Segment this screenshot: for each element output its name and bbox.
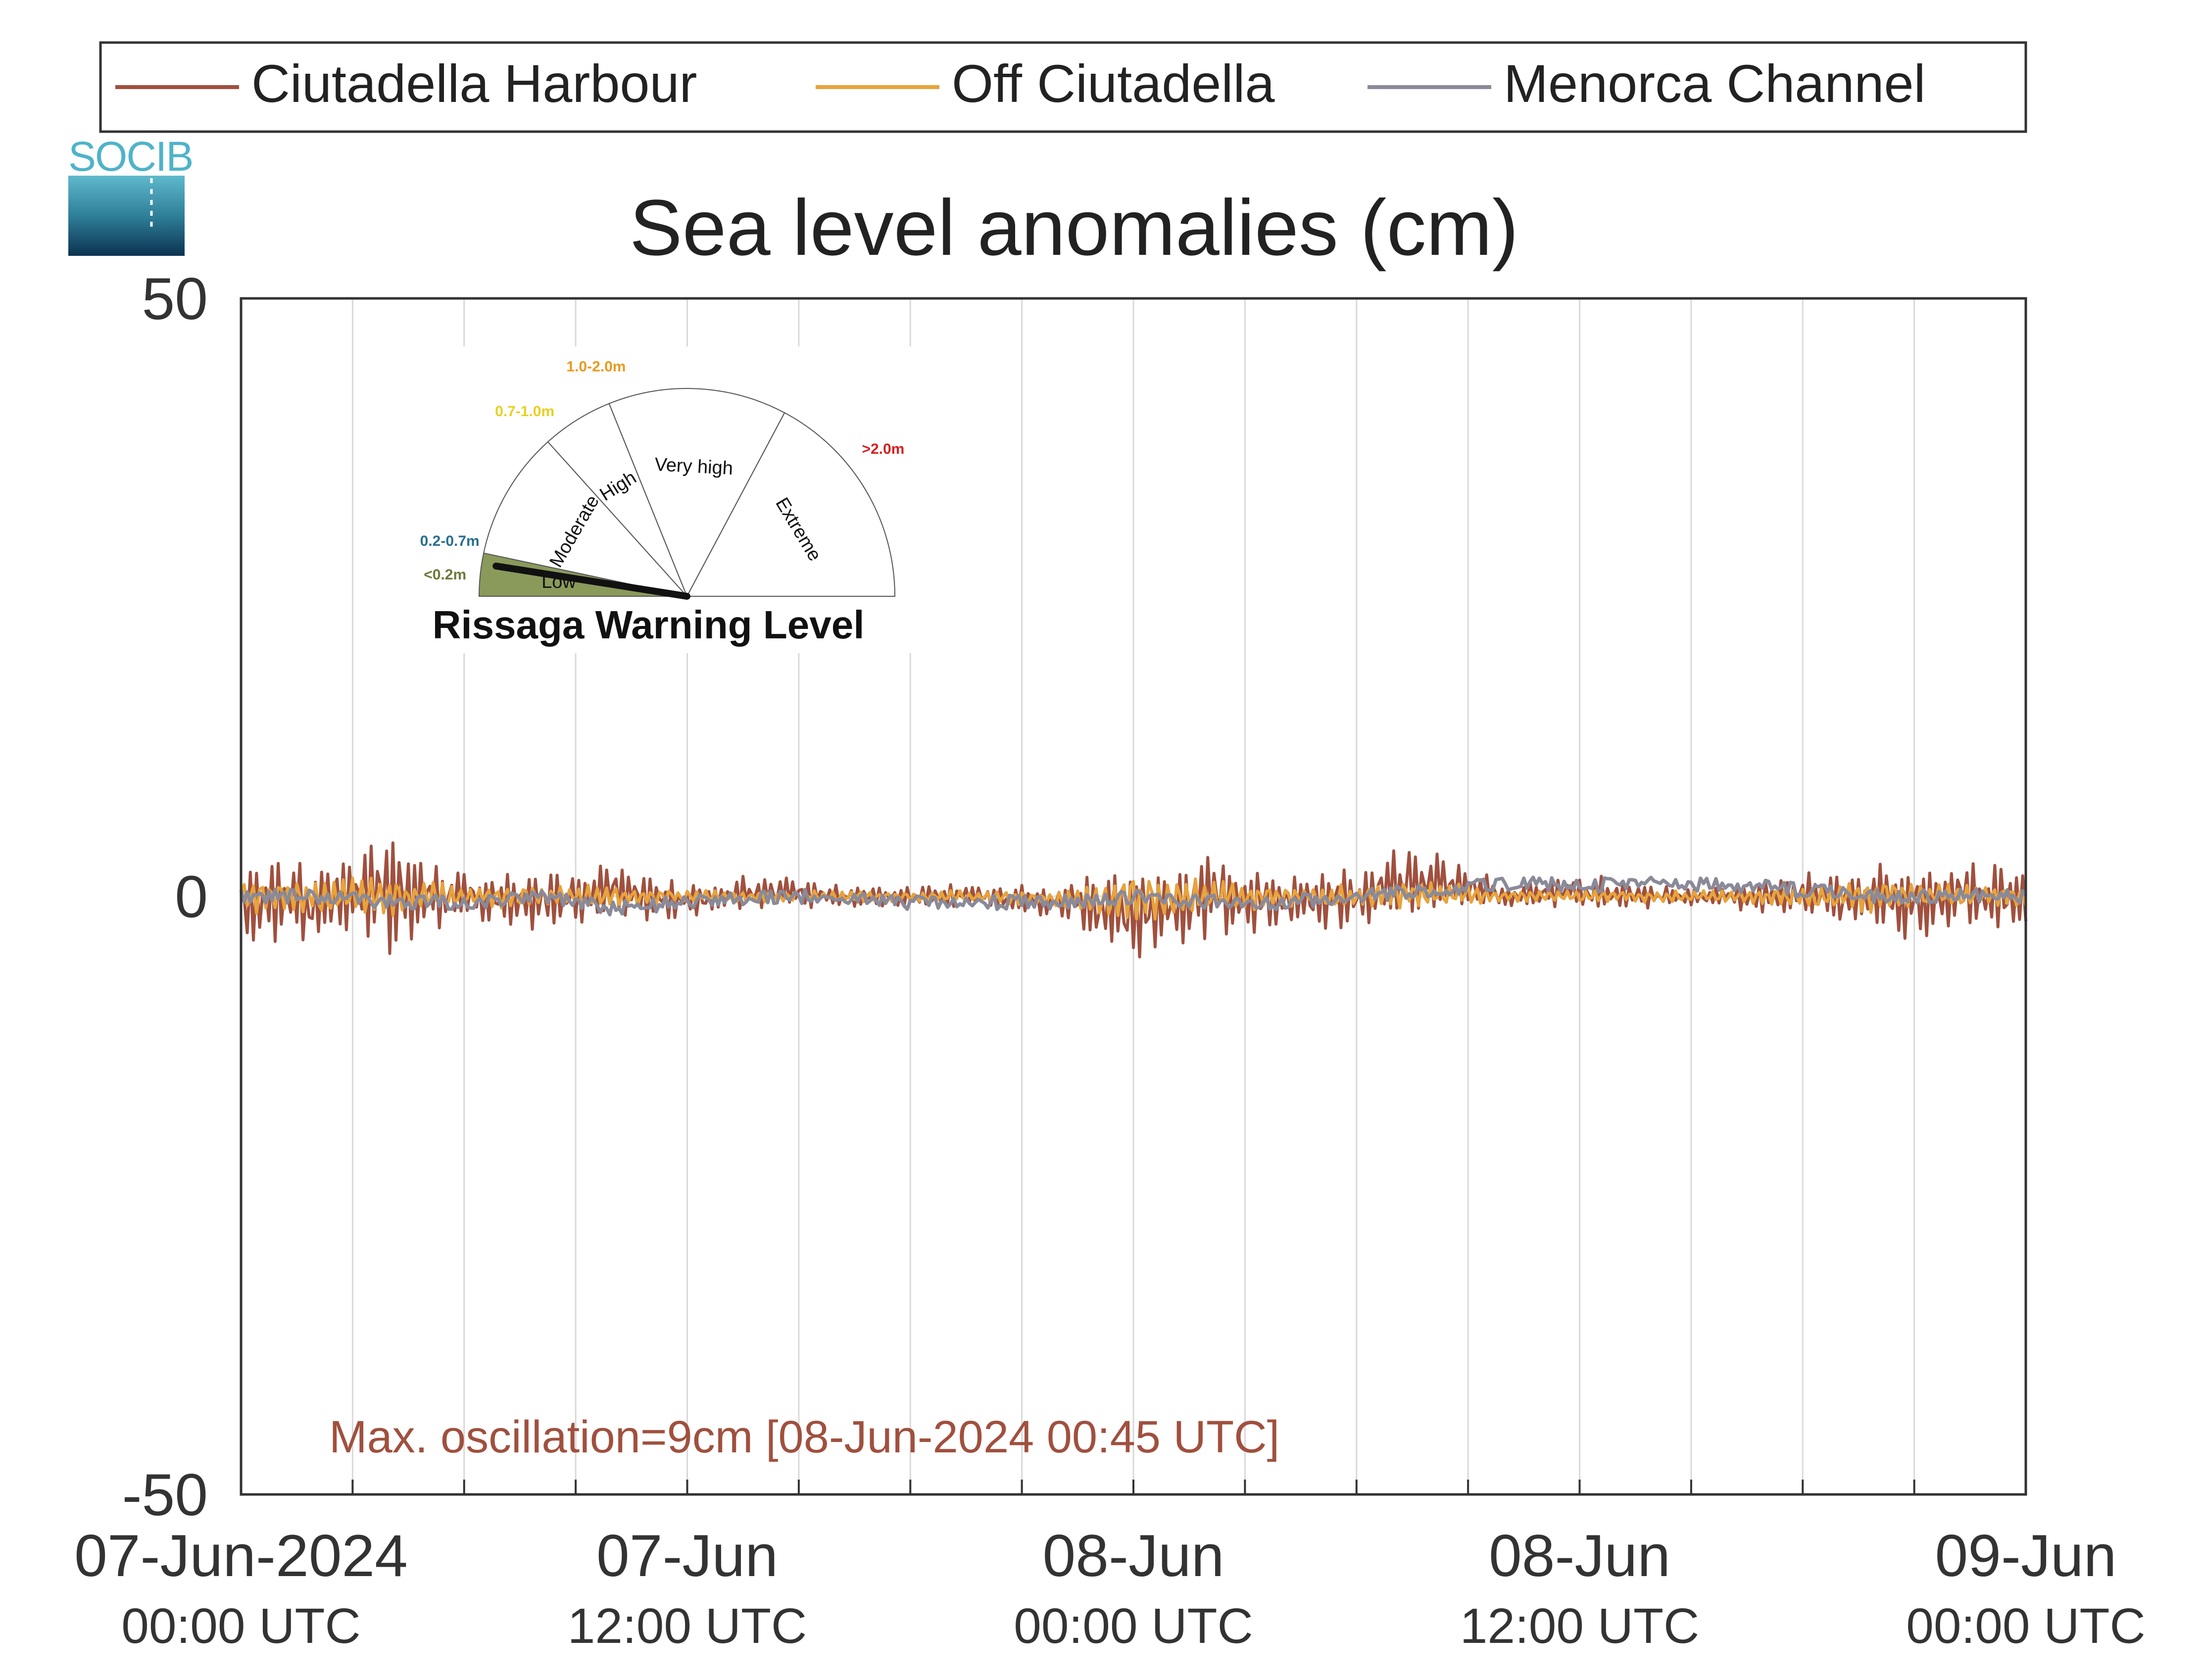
y-tick-label: 50 [142, 266, 208, 332]
x-tick-date: 08-Jun [1043, 1523, 1224, 1589]
legend-label-menorca-channel: Menorca Channel [1504, 53, 1926, 113]
gauge-range-label: >2.0m [862, 441, 904, 457]
x-tick-date: 09-Jun [1935, 1523, 2117, 1589]
series-line-off-ciutadella [240, 876, 2027, 921]
x-tick-date: 08-Jun [1489, 1523, 1670, 1589]
x-tick-time: 00:00 UTC [1014, 1598, 1253, 1654]
gauge-range-label: 0.7-1.0m [495, 403, 554, 420]
rissaga-warning-gauge: Low<0.2mModerate0.2-0.7mHigh0.7-1.0mVery… [406, 346, 926, 653]
logo-block [68, 176, 185, 256]
legend-box [99, 41, 2027, 133]
x-axis: 07-Jun-2024 00:00 UTC 07-Jun 12:00 UTC 08-Ju… [74, 1523, 2146, 1654]
y-axis: 50 0 -50 [122, 266, 208, 1528]
gauge-range-label: 0.2-0.7m [420, 533, 480, 549]
gauge-segment-extreme [686, 412, 896, 597]
x-tick-time: 00:00 UTC [1906, 1598, 2146, 1654]
x-tick-date: 07-Jun [596, 1523, 778, 1589]
gauge-segment-moderate [483, 441, 688, 597]
y-tick-label: 0 [175, 864, 208, 930]
legend-label-ciutadella-harbour: Ciutadella Harbour [251, 53, 697, 113]
legend-label-off-ciutadella: Off Ciutadella [952, 53, 1275, 113]
gauge-segment-very-high [608, 388, 785, 598]
series-line-menorca-channel [239, 875, 2027, 916]
x-tick-time: 12:00 UTC [1460, 1598, 1700, 1654]
chart-title: Sea level anomalies (cm) [630, 183, 1518, 272]
max-oscillation-annotation: Max. oscillation=9cm [08-Jun-2024 00:45 … [329, 1412, 1279, 1462]
gauge-title: Rissaga Warning Level [433, 603, 865, 647]
gauge-segment-high [547, 403, 687, 597]
gauge-needle [492, 562, 690, 600]
x-tick-date: 07-Jun-2024 [74, 1523, 408, 1589]
gauge-segments [478, 388, 896, 598]
series-layer [239, 841, 2027, 959]
x-tick-time: 00:00 UTC [121, 1598, 361, 1654]
y-tick-label: -50 [122, 1462, 208, 1528]
axis-ticks [351, 1480, 1915, 1494]
legend: Ciutadella Harbour Off Ciutadella Menorc… [99, 41, 2027, 133]
x-tick-time: 12:00 UTC [568, 1598, 807, 1654]
gauge-range-label: <0.2m [424, 567, 466, 583]
gauge-range-label: 1.0-2.0m [566, 359, 626, 375]
logo-text: SOCIB [68, 133, 193, 180]
gauge-segment-label: Very high [654, 454, 734, 479]
socib-logo: SOCIB [68, 133, 194, 256]
series-line-ciutadella-harbour [240, 841, 2027, 959]
